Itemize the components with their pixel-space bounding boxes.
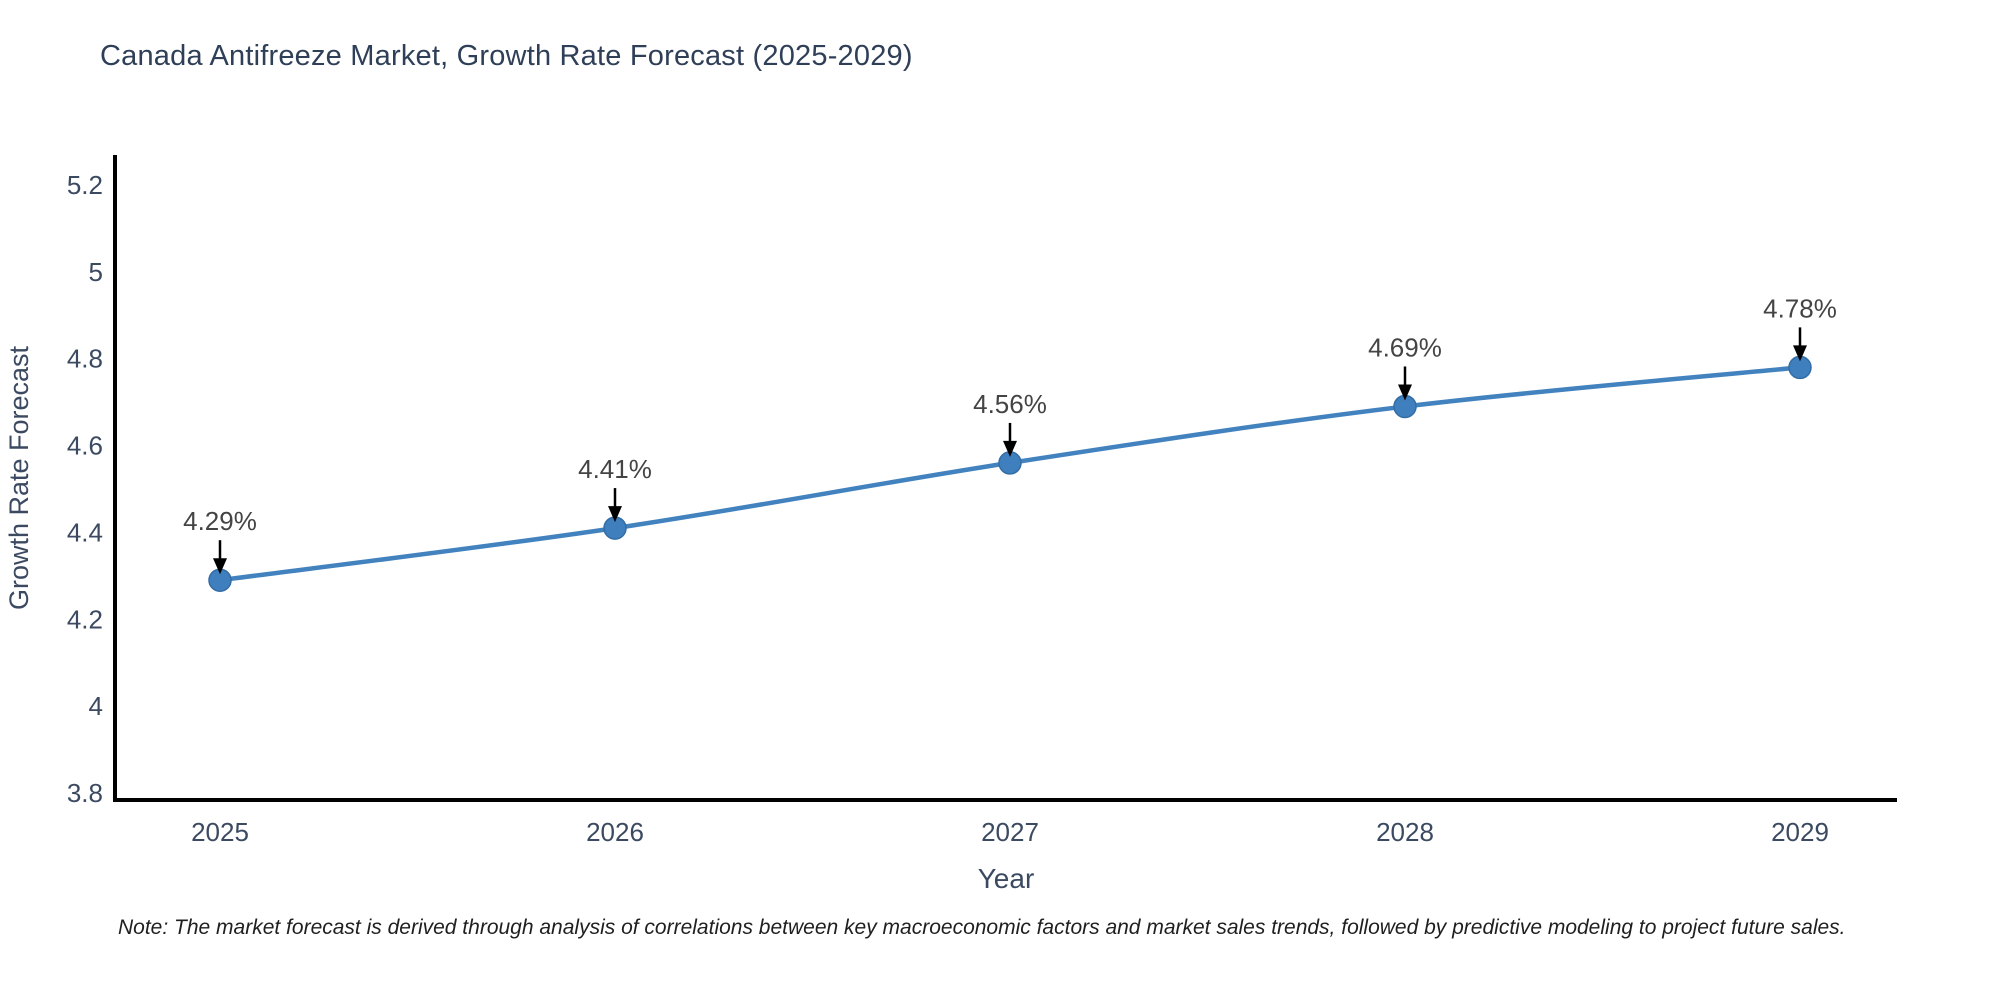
chart-title: Canada Antifreeze Market, Growth Rate Fo… xyxy=(100,40,913,72)
y-tick-label: 4.4 xyxy=(67,517,103,547)
y-tick-label: 5.2 xyxy=(67,170,103,200)
annotation-arrow-head xyxy=(213,558,227,575)
annotation-arrow-head xyxy=(1398,384,1412,401)
annotation-label: 4.78% xyxy=(1763,293,1837,323)
x-axis-title: Year xyxy=(978,863,1035,894)
annotation-arrow-head xyxy=(608,506,622,523)
x-tick-label: 2025 xyxy=(191,817,249,847)
footnote: Note: The market forecast is derived thr… xyxy=(118,916,1846,939)
y-tick-label: 3.8 xyxy=(67,778,103,808)
annotation-label: 4.29% xyxy=(183,506,257,536)
y-tick-label: 4.2 xyxy=(67,604,103,634)
annotation-label: 4.69% xyxy=(1368,332,1442,362)
y-axis-title: Growth Rate Forecast xyxy=(4,345,34,610)
x-tick-label: 2029 xyxy=(1771,817,1829,847)
y-tick-label: 5 xyxy=(89,257,103,287)
y-tick-label: 4 xyxy=(89,691,103,721)
x-tick-label: 2027 xyxy=(981,817,1039,847)
annotation-label: 4.41% xyxy=(578,454,652,484)
annotation-arrow-head xyxy=(1793,345,1807,362)
annotation-label: 4.56% xyxy=(973,389,1047,419)
y-tick-label: 4.8 xyxy=(67,344,103,374)
x-tick-label: 2026 xyxy=(586,817,644,847)
annotation-arrow-head xyxy=(1003,440,1017,457)
y-tick-label: 4.6 xyxy=(67,431,103,461)
x-tick-label: 2028 xyxy=(1376,817,1434,847)
